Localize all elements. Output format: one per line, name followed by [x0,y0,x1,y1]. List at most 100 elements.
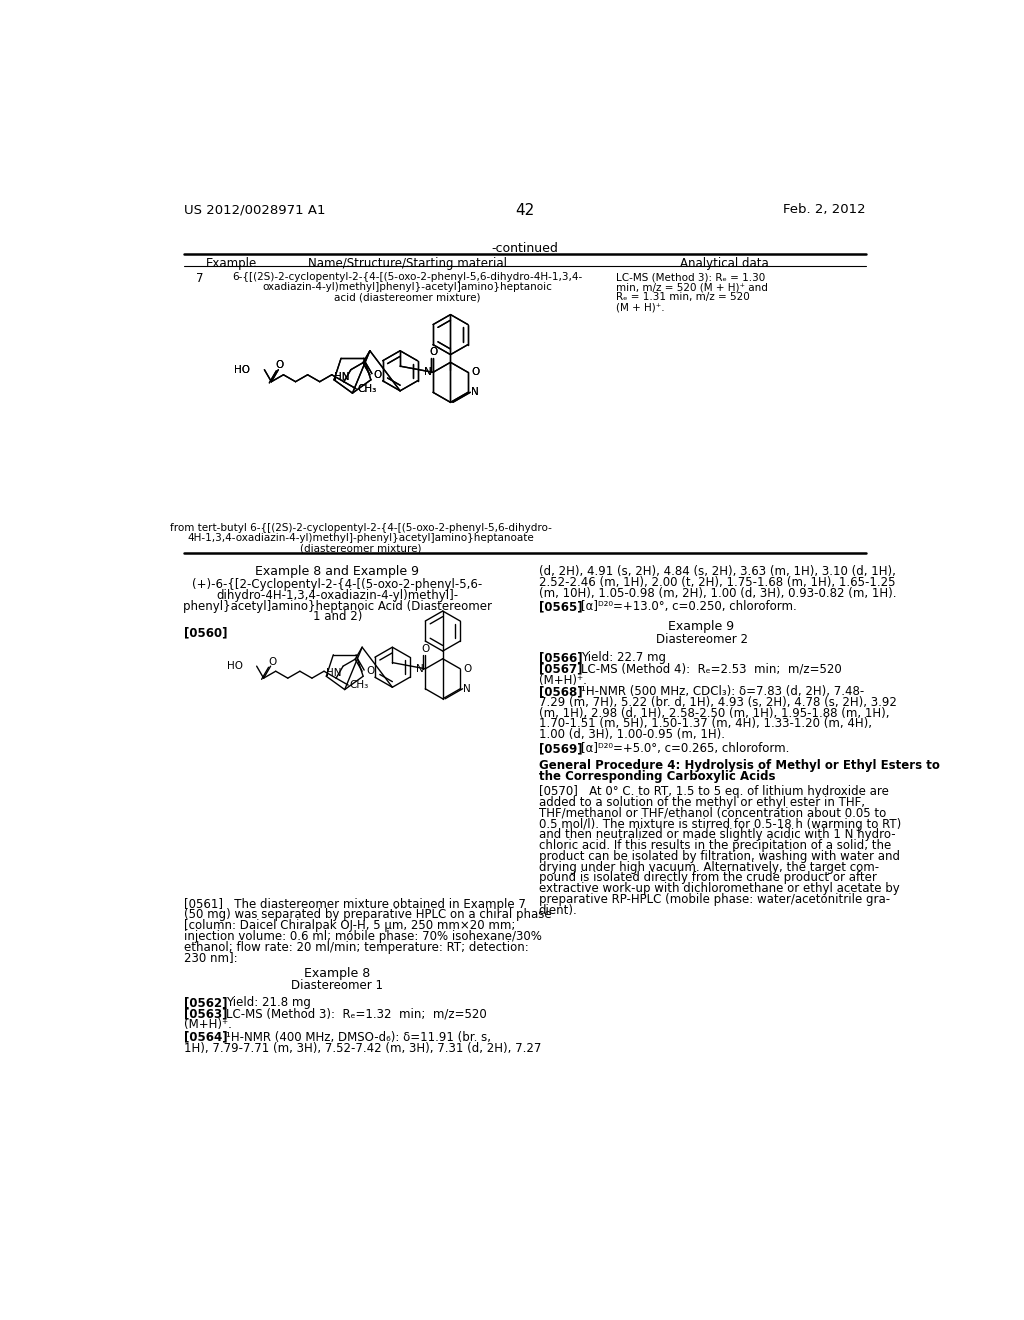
Text: (50 mg) was separated by preparative HPLC on a chiral phase: (50 mg) was separated by preparative HPL… [183,908,552,921]
Text: 1.00 (d, 3H), 1.00-0.95 (m, 1H).: 1.00 (d, 3H), 1.00-0.95 (m, 1H). [539,729,725,742]
Text: 7.29 (m, 7H), 5.22 (br. d, 1H), 4.93 (s, 2H), 4.78 (s, 2H), 3.92: 7.29 (m, 7H), 5.22 (br. d, 1H), 4.93 (s,… [539,696,897,709]
Text: N: N [424,367,431,378]
Text: [0562]: [0562] [183,997,227,1010]
Text: [0565]: [0565] [539,601,583,614]
Text: [0568]: [0568] [539,685,583,698]
Text: (diastereomer mixture): (diastereomer mixture) [300,544,421,553]
Text: [0564]: [0564] [183,1031,227,1044]
Text: O: O [366,667,374,676]
Text: HN: HN [326,668,342,678]
Text: and then neutralized or made slightly acidic with 1 N hydro-: and then neutralized or made slightly ac… [539,829,895,841]
Text: dihydro-4H-1,3,4-oxadiazin-4-yl)methyl]-: dihydro-4H-1,3,4-oxadiazin-4-yl)methyl]- [216,589,459,602]
Text: HO: HO [234,364,251,375]
Text: ethanol; flow rate: 20 ml/min; temperature: RT; detection:: ethanol; flow rate: 20 ml/min; temperatu… [183,941,528,954]
Text: LC-MS (Method 3):  Rₑ=1.32  min;  m/z=520: LC-MS (Method 3): Rₑ=1.32 min; m/z=520 [226,1007,487,1020]
Text: phenyl}acetyl]amino}heptanoic Acid (Diastereomer: phenyl}acetyl]amino}heptanoic Acid (Dias… [182,599,492,612]
Text: O: O [471,367,479,378]
Text: US 2012/0028971 A1: US 2012/0028971 A1 [183,203,326,216]
Text: HN: HN [334,372,349,381]
Text: Example 8 and Example 9: Example 8 and Example 9 [255,565,419,578]
Text: oxadiazin-4-yl)methyl]phenyl}-acetyl]amino}heptanoic: oxadiazin-4-yl)methyl]phenyl}-acetyl]ami… [262,282,552,292]
Text: [0570]   At 0° C. to RT, 1.5 to 5 eq. of lithium hydroxide are: [0570] At 0° C. to RT, 1.5 to 5 eq. of l… [539,785,889,799]
Text: Yield: 21.8 mg: Yield: 21.8 mg [226,997,311,1010]
Text: preparative RP-HPLC (mobile phase: water/acetonitrile gra-: preparative RP-HPLC (mobile phase: water… [539,892,890,906]
Text: Name/Structure/Starting material: Name/Structure/Starting material [307,257,507,271]
Text: O: O [374,370,382,380]
Text: injection volume: 0.6 ml; mobile phase: 70% isohexane/30%: injection volume: 0.6 ml; mobile phase: … [183,929,542,942]
Text: Example 9: Example 9 [669,620,734,634]
Text: from tert-butyl 6-{[(2S)-2-cyclopentyl-2-{4-[(5-oxo-2-phenyl-5,6-dihydro-: from tert-butyl 6-{[(2S)-2-cyclopentyl-2… [170,524,552,533]
Text: 6-{[(2S)-2-cyclopentyl-2-{4-[(5-oxo-2-phenyl-5,6-dihydro-4H-1,3,4-: 6-{[(2S)-2-cyclopentyl-2-{4-[(5-oxo-2-ph… [231,272,582,282]
Text: Example 8: Example 8 [304,966,371,979]
Text: O: O [275,360,284,370]
Text: (M+H)⁺.: (M+H)⁺. [539,673,587,686]
Text: Analytical data: Analytical data [680,257,769,271]
Text: Rₑ = 1.31 min, m/z = 520: Rₑ = 1.31 min, m/z = 520 [616,293,750,302]
Text: 4H-1,3,4-oxadiazin-4-yl)methyl]-phenyl}acetyl]amino}heptanoate: 4H-1,3,4-oxadiazin-4-yl)methyl]-phenyl}a… [187,533,534,544]
Text: Yield: 22.7 mg: Yield: 22.7 mg [582,651,667,664]
Text: ¹H-NMR (400 MHz, DMSO-d₆): δ=11.91 (br. s,: ¹H-NMR (400 MHz, DMSO-d₆): δ=11.91 (br. … [226,1031,492,1044]
Text: extractive work-up with dichloromethane or ethyl acetate by: extractive work-up with dichloromethane … [539,882,899,895]
Text: [0561]   The diastereomer mixture obtained in Example 7: [0561] The diastereomer mixture obtained… [183,898,525,911]
Text: O: O [275,360,284,370]
Text: N: N [471,387,479,397]
Text: Diastereomer 1: Diastereomer 1 [291,979,383,993]
Text: 1 and 2): 1 and 2) [312,610,361,623]
Text: acid (diastereomer mixture): acid (diastereomer mixture) [334,293,480,302]
Text: [0567]: [0567] [539,663,583,676]
Text: CH₃: CH₃ [357,384,377,393]
Text: General Procedure 4: Hydrolysis of Methyl or Ethyl Esters to: General Procedure 4: Hydrolysis of Methy… [539,759,940,772]
Text: LC-MS (Method 3): Rₑ = 1.30: LC-MS (Method 3): Rₑ = 1.30 [616,272,766,282]
Text: (M+H)⁺.: (M+H)⁺. [183,1019,231,1031]
Text: [column: Daicel Chiralpak OJ-H, 5 μm, 250 mm×20 mm;: [column: Daicel Chiralpak OJ-H, 5 μm, 25… [183,919,515,932]
Text: added to a solution of the methyl or ethyl ester in THF,: added to a solution of the methyl or eth… [539,796,864,809]
Text: (m, 10H), 1.05-0.98 (m, 2H), 1.00 (d, 3H), 0.93-0.82 (m, 1H).: (m, 10H), 1.05-0.98 (m, 2H), 1.00 (d, 3H… [539,586,896,599]
Text: [0563]: [0563] [183,1007,227,1020]
Text: Diastereomer 2: Diastereomer 2 [655,632,748,645]
Text: CH₃: CH₃ [350,680,369,690]
Text: THF/methanol or THF/ethanol (concentration about 0.05 to: THF/methanol or THF/ethanol (concentrati… [539,807,886,820]
Text: N: N [416,664,424,673]
Text: O: O [471,367,479,378]
Text: -continued: -continued [492,242,558,255]
Text: 0.5 mol/l). The mixture is stirred for 0.5-18 h (warming to RT): 0.5 mol/l). The mixture is stirred for 0… [539,817,901,830]
Text: [0566]: [0566] [539,651,583,664]
Text: [α]ᴰ²⁰=+13.0°, c=0.250, chloroform.: [α]ᴰ²⁰=+13.0°, c=0.250, chloroform. [582,601,797,614]
Text: (m, 1H), 2.98 (d, 1H), 2.58-2.50 (m, 1H), 1.95-1.88 (m, 1H),: (m, 1H), 2.98 (d, 1H), 2.58-2.50 (m, 1H)… [539,706,889,719]
Text: O: O [374,370,382,380]
Text: (d, 2H), 4.91 (s, 2H), 4.84 (s, 2H), 3.63 (m, 1H), 3.10 (d, 1H),: (d, 2H), 4.91 (s, 2H), 4.84 (s, 2H), 3.6… [539,565,896,578]
Text: 7: 7 [197,272,204,285]
Text: [α]ᴰ²⁰=+5.0°, c=0.265, chloroform.: [α]ᴰ²⁰=+5.0°, c=0.265, chloroform. [582,742,790,755]
Text: 1H), 7.79-7.71 (m, 3H), 7.52-7.42 (m, 3H), 7.31 (d, 2H), 7.27: 1H), 7.79-7.71 (m, 3H), 7.52-7.42 (m, 3H… [183,1041,541,1055]
Text: 42: 42 [515,203,535,218]
Text: (+)-6-{[2-Cyclopentyl-2-{4-[(5-oxo-2-phenyl-5,6-: (+)-6-{[2-Cyclopentyl-2-{4-[(5-oxo-2-phe… [193,578,482,591]
Text: [0560]: [0560] [183,627,227,640]
Text: product can be isolated by filtration, washing with water and: product can be isolated by filtration, w… [539,850,900,863]
Text: the Corresponding Carboxylic Acids: the Corresponding Carboxylic Acids [539,770,775,783]
Text: N: N [424,367,431,378]
Text: pound is isolated directly from the crude product or after: pound is isolated directly from the crud… [539,871,877,884]
Text: Feb. 2, 2012: Feb. 2, 2012 [783,203,866,216]
Text: 2.52-2.46 (m, 1H), 2.00 (t, 2H), 1.75-1.68 (m, 1H), 1.65-1.25: 2.52-2.46 (m, 1H), 2.00 (t, 2H), 1.75-1.… [539,576,895,589]
Text: CH₃: CH₃ [357,384,377,393]
Text: dient).: dient). [539,904,578,917]
Text: 230 nm]:: 230 nm]: [183,952,238,965]
Text: LC-MS (Method 4):  Rₑ=2.53  min;  m/z=520: LC-MS (Method 4): Rₑ=2.53 min; m/z=520 [582,663,842,676]
Text: (M + H)⁺.: (M + H)⁺. [616,302,665,313]
Text: HO: HO [234,364,251,375]
Text: chloric acid. If this results in the precipitation of a solid, the: chloric acid. If this results in the pre… [539,840,891,853]
Text: O: O [429,347,437,358]
Text: O: O [421,644,429,653]
Text: HN: HN [334,372,349,381]
Text: N: N [463,684,471,694]
Text: [0569]: [0569] [539,742,583,755]
Text: Example: Example [206,257,257,271]
Text: HO: HO [226,661,243,671]
Text: ¹H-NMR (500 MHz, CDCl₃): δ=7.83 (d, 2H), 7.48-: ¹H-NMR (500 MHz, CDCl₃): δ=7.83 (d, 2H),… [582,685,864,698]
Text: O: O [463,664,471,673]
Text: O: O [429,347,437,358]
Text: min, m/z = 520 (M + H)⁺ and: min, m/z = 520 (M + H)⁺ and [616,282,768,292]
Text: 1.70-1.51 (m, 5H), 1.50-1.37 (m, 4H), 1.33-1.20 (m, 4H),: 1.70-1.51 (m, 5H), 1.50-1.37 (m, 4H), 1.… [539,718,871,730]
Text: drying under high vacuum. Alternatively, the target com-: drying under high vacuum. Alternatively,… [539,861,879,874]
Text: O: O [268,656,276,667]
